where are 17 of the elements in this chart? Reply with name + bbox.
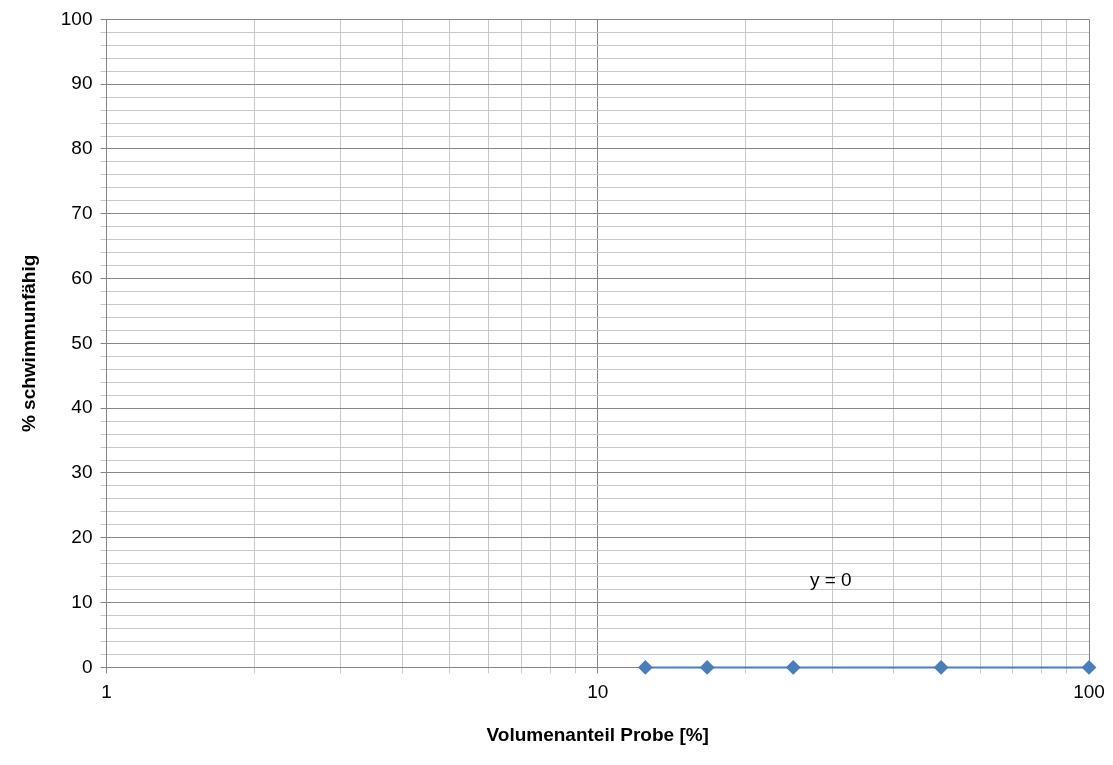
y-tick-label: 30 bbox=[71, 461, 93, 483]
annotation: y = 0 bbox=[809, 569, 852, 591]
y-tick-label: 80 bbox=[71, 137, 93, 159]
x-tick-label: 1 bbox=[101, 681, 112, 703]
x-axis-title: Volumenanteil Probe [%] bbox=[486, 723, 709, 745]
y-tick-label: 20 bbox=[71, 526, 93, 548]
y-axis-title: % schwimmunfähig bbox=[17, 254, 39, 433]
y-tick-label: 40 bbox=[71, 396, 93, 418]
y-tick-label: 10 bbox=[71, 590, 93, 612]
y-tick-label: 90 bbox=[71, 72, 93, 94]
y-tick-label: 70 bbox=[71, 202, 93, 224]
y-tick-label: 60 bbox=[71, 266, 93, 288]
y-tick-label: 100 bbox=[60, 7, 93, 29]
x-tick-label: 10 bbox=[587, 681, 609, 703]
x-tick-label: 100 bbox=[1073, 681, 1105, 703]
y-tick-label: 0 bbox=[81, 655, 93, 677]
y-tick-label: 50 bbox=[71, 331, 93, 353]
